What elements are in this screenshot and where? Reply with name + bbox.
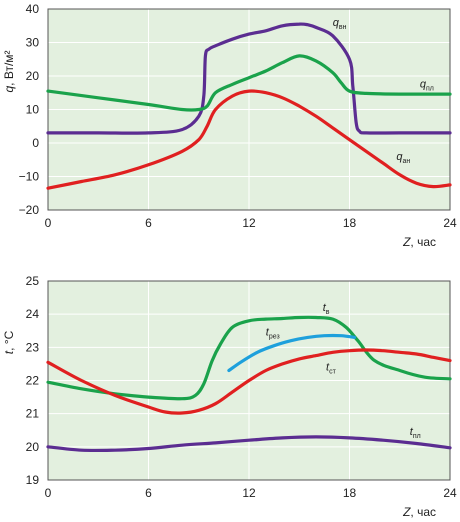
series-label-q_пл: qпл [420,79,434,93]
series-line-q_ан [46,89,452,190]
y-tick-label: −20 [19,203,40,217]
x-tick-label: 0 [45,486,52,500]
series-line-q_вн [46,22,452,135]
plot-frame [47,280,451,481]
x-tick-label: 18 [343,216,357,230]
x-axis-label: Z, час [402,505,436,519]
series-label-t_рез: tрез [266,327,280,341]
series-label-q_ан: qан [396,151,410,165]
y-tick-label: 21 [26,407,40,421]
series-line-q_пл [46,54,452,112]
series-line-t_пл [46,435,452,453]
y-tick-label: 25 [26,274,40,288]
x-tick-label: 12 [242,486,256,500]
temperature-chart: 0 6 12 18 24 19 20 21 22 23 24 25 t, °C Z, час tв tрез t… [2,274,457,519]
series-label-t_в: tв [323,302,330,316]
x-tick-label: 24 [443,216,457,230]
x-tick-label: 6 [145,216,152,230]
y-axis-label: q, Вт/м² [2,50,16,92]
series-label-t_пл: tпл [410,426,421,440]
y-tick-label: 0 [32,136,39,150]
y-tick-label: 23 [26,340,40,354]
y-tick-label: 22 [26,374,40,388]
series-label-t_ст: tст [326,362,337,376]
y-tick-label: 40 [26,2,40,16]
plot-frame [47,8,451,211]
y-tick-label: −10 [19,170,40,184]
y-tick-label: 20 [26,69,40,83]
y-axis-label: t, °C [2,330,16,354]
x-tick-label: 0 [45,216,52,230]
series-line-t_рез [227,333,357,373]
series-label-q_вн: qвн [333,17,347,31]
y-tick-label: 20 [26,440,40,454]
x-tick-label: 6 [145,486,152,500]
x-tick-label: 18 [343,486,357,500]
x-axis-label: Z, час [402,235,436,249]
x-tick-label: 12 [242,216,256,230]
x-tick-label: 24 [443,486,457,500]
heat-flux-chart: 0 6 12 18 24 −20 −10 0 10 20 30 40 q, Вт/м² Z, час qвн… [2,2,457,249]
y-tick-label: 24 [26,307,40,321]
y-tick-label: 10 [26,103,40,117]
series-line-t_ст [46,348,452,415]
y-tick-label: 19 [26,473,40,487]
y-tick-label: 30 [26,36,40,50]
